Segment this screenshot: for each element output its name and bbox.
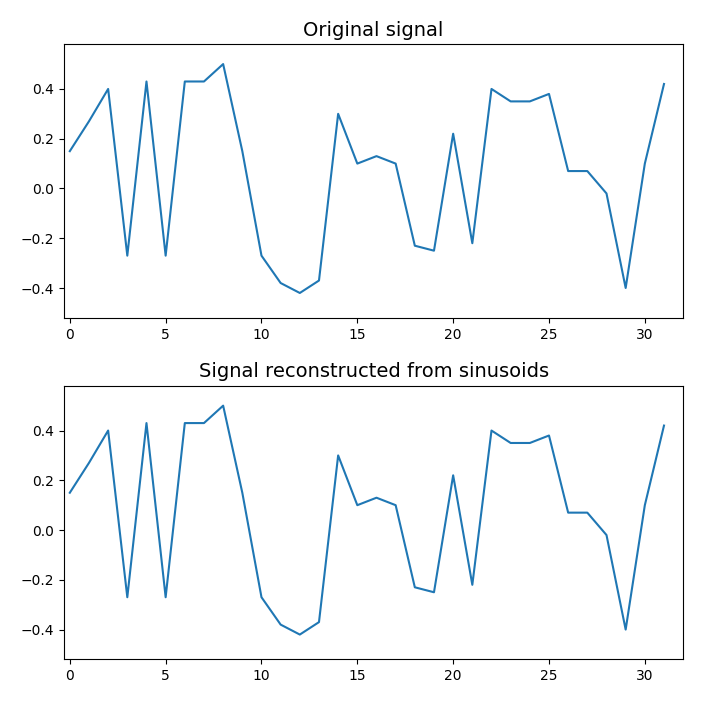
Title: Signal reconstructed from sinusoids: Signal reconstructed from sinusoids — [199, 363, 548, 382]
Title: Original signal: Original signal — [303, 21, 444, 40]
